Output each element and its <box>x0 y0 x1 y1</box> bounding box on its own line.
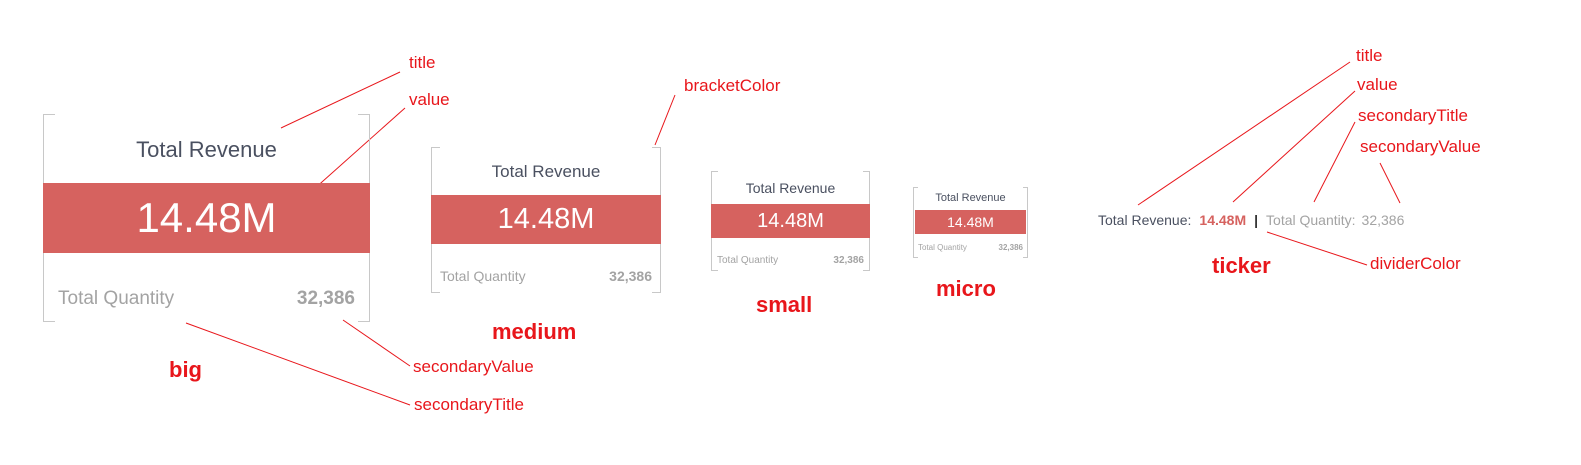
widget-secondary-title: Total Quantity <box>918 243 967 252</box>
widget-secondary-value: 32,386 <box>296 288 355 309</box>
kpi-widget-medium: Total Revenue 14.48M Total Quantity 32,3… <box>431 147 661 293</box>
ticker-value: 14.48M <box>1199 212 1247 228</box>
annotation-medium-bracket-color: bracketColor <box>684 76 781 95</box>
widget-title: Total Revenue <box>935 192 1006 204</box>
annotation-ticker-title: title <box>1356 46 1383 65</box>
widget-secondary-value: 32,386 <box>833 255 864 266</box>
leader-big-secondary-title <box>185 322 411 406</box>
widget-title: Total Revenue <box>136 137 277 162</box>
kpi-widget-big: Total Revenue 14.48M Total Quantity 32,3… <box>43 114 370 322</box>
widget-value: 14.48M <box>136 194 277 241</box>
annotation-big-value: value <box>409 90 450 109</box>
annotation-ticker-secondary-title: secondaryTitle <box>1358 106 1468 125</box>
ticker-title: Total Revenue: <box>1098 212 1192 228</box>
widget-value-band: 14.48M <box>43 183 370 253</box>
widget-value: 14.48M <box>757 209 824 232</box>
kpi-widget-small: Total Revenue 14.48M Total Quantity 32,3… <box>711 171 870 271</box>
annotation-big-secondary-title: secondaryTitle <box>414 395 524 414</box>
widget-secondary-value: 32,386 <box>998 243 1023 252</box>
size-label-ticker: ticker <box>1212 253 1271 278</box>
size-label-micro: micro <box>936 276 996 301</box>
widget-value-band: 14.48M <box>431 195 661 244</box>
size-label-small: small <box>756 292 813 317</box>
annotation-ticker-divider-color: dividerColor <box>1370 254 1461 273</box>
leader-ticker-divider-color <box>1266 231 1368 266</box>
ticker-divider: | <box>1254 212 1259 228</box>
annotation-big-title: title <box>409 53 436 72</box>
widget-secondary-title: Total Quantity <box>440 268 526 284</box>
widget-secondary-title: Total Quantity <box>58 288 175 309</box>
kpi-widget-micro: Total Revenue 14.48M Total Quantity 32,3… <box>913 187 1028 258</box>
leader-medium-bracket-color <box>654 94 676 146</box>
annotation-ticker-value: value <box>1357 75 1398 94</box>
widget-secondary-value: 32,386 <box>609 268 652 284</box>
leader-ticker-value <box>1232 90 1356 203</box>
size-label-medium: medium <box>492 319 577 344</box>
ticker-secondary-title: Total Quantity: <box>1266 212 1356 228</box>
widget-value-band: 14.48M <box>711 204 870 238</box>
widget-secondary-title: Total Quantity <box>717 255 779 266</box>
widget-title: Total Revenue <box>491 162 601 181</box>
leader-ticker-secondary-value <box>1379 162 1401 204</box>
annotation-ticker-secondary-value: secondaryValue <box>1360 137 1481 156</box>
widget-value: 14.48M <box>497 203 595 235</box>
widget-title: Total Revenue <box>745 180 836 196</box>
ticker-secondary-value: 32,386 <box>1361 212 1405 228</box>
annotation-big-secondary-value: secondaryValue <box>413 357 534 376</box>
widget-value: 14.48M <box>947 214 994 230</box>
leader-ticker-title <box>1137 61 1351 206</box>
widget-value-band: 14.48M <box>915 210 1026 234</box>
leader-ticker-secondary-title <box>1313 121 1356 203</box>
size-label-big: big <box>169 357 202 382</box>
leader-big-secondary-value <box>342 319 411 367</box>
kpi-widget-ticker: Total Revenue: 14.48M | Total Quantity: … <box>1098 211 1404 229</box>
